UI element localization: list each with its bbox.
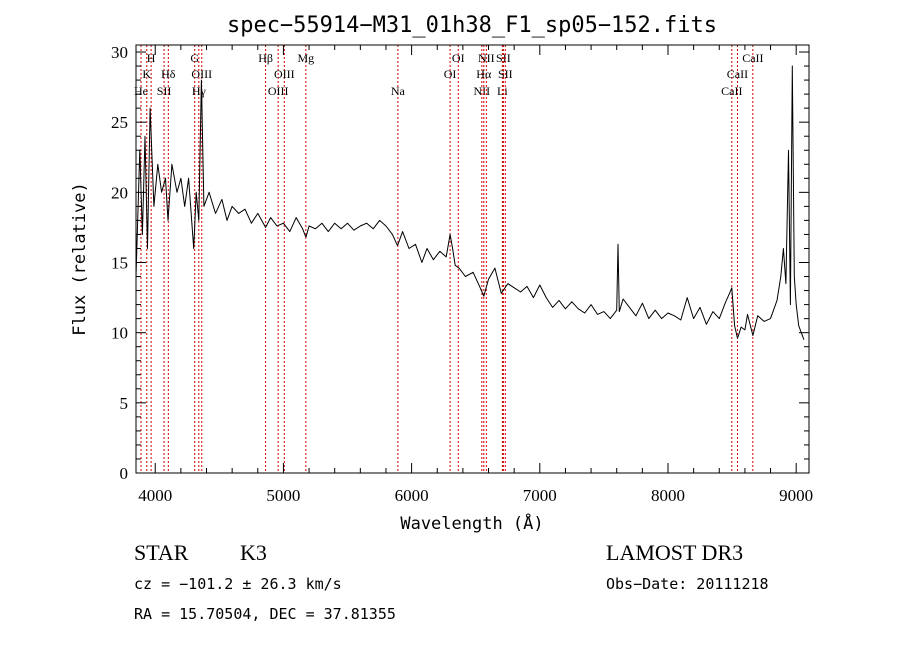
line-marker-label: SII [157,84,172,98]
line-marker-label: Mg [298,51,315,65]
line-markers: HeKHSIIHδGHγOIIIHβOIIIOIIIMgNaOIOINIINII… [134,45,764,473]
x-tick-label: 7000 [523,486,557,505]
line-marker-label: OIII [191,67,212,81]
line-marker-label: Na [391,84,406,98]
x-tick-label: 5000 [266,486,300,505]
line-marker-label: SII [498,67,513,81]
redshift-text: cz = −101.2 ± 26.3 km/s [134,575,342,593]
y-tick-label: 20 [111,183,128,202]
y-tick-label: 10 [111,324,128,343]
line-marker-label: Li [497,84,508,98]
x-axis-label: Wavelength (Å) [400,512,543,534]
line-marker-label: H [147,51,156,65]
line-marker-label: CaII [727,67,748,81]
line-marker-label: OI [444,67,457,81]
y-tick-label: 30 [111,43,128,62]
y-axis-label: Flux (relative) [70,182,90,336]
line-marker-label: K [142,67,151,81]
x-tick-label: 8000 [651,486,685,505]
line-marker-label: Hα [476,67,492,81]
object-subclass: K3 [240,540,267,565]
x-tick-label: 6000 [395,486,429,505]
line-marker-label: OI [452,51,465,65]
coordinates: RA = 15.70504, DEC = 37.81355 [134,605,396,623]
y-tick-label: 15 [111,254,128,273]
y-tick-label: 5 [120,394,129,413]
survey-name: LAMOST DR3 [606,540,743,565]
line-marker-label: G [190,51,199,65]
line-marker-label: Hβ [258,51,273,65]
line-marker-label: NII [478,51,495,65]
x-tick-label: 9000 [779,486,813,505]
axis-ticks: 4000 5000 6000 7000 8000 9000 0 5 10 15 20 25 30 [111,43,813,505]
line-marker-label: SII [496,51,511,65]
y-tick-label: 0 [120,464,129,483]
line-marker-label: CaII [742,51,763,65]
line-marker-label: NII [474,84,491,98]
line-marker-label: Hγ [192,84,207,98]
line-marker-label: OIII [268,84,289,98]
line-marker-label: OIII [274,67,295,81]
spectrum-line [135,65,805,340]
spectrum-layer [135,65,805,340]
chart-title: spec−55914−M31_01h38_F1_sp05−152.fits [227,13,717,38]
obs-date: Obs−Date: 20111218 [606,575,769,593]
line-marker-label: CaII [721,84,742,98]
line-marker-label: Hδ [161,67,176,81]
y-tick-label: 25 [111,113,128,132]
x-tick-label: 4000 [138,486,172,505]
object-class: STAR [134,540,189,565]
plot-frame [135,44,810,474]
